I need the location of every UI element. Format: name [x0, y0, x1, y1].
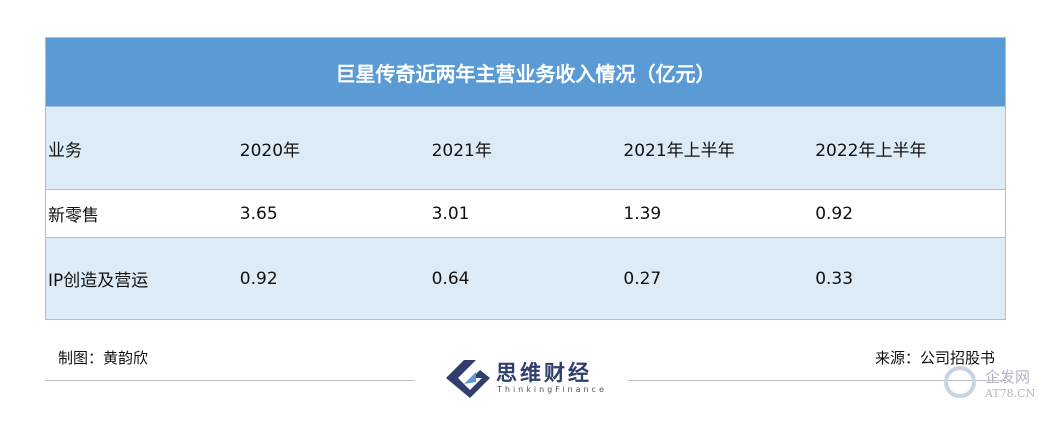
divider [45, 380, 415, 381]
source: 来源：公司招股书 [874, 349, 995, 367]
table: 巨星传奇近两年主营业务收入情况（亿元） 业务 2020年 2021年 2021年上半年… [45, 37, 1006, 320]
cell: 2021年上半年 [623, 140, 735, 161]
cell: 2021年 [431, 140, 492, 161]
author: 制图：黄韵欣 [58, 349, 149, 367]
cell: 0.27 [623, 268, 662, 289]
cell: 0.33 [815, 268, 854, 289]
cell: 3.65 [239, 203, 278, 224]
cell: 2020年 [239, 140, 301, 161]
watermark-name: 企发网 [985, 368, 1031, 386]
data-row: 新零售 3.65 3.01 1.39 0.92 [46, 189, 1005, 237]
header-row: 业务 2020年 2021年 2021年上半年 2022年上半年 [46, 106, 1005, 189]
cell: 0.92 [239, 268, 278, 289]
table-title: 巨星传奇近两年主营业务收入情况（亿元） [46, 38, 1005, 106]
logo-name: 思维财经 [496, 361, 592, 385]
cell: 3.01 [431, 203, 470, 224]
logo-icon [446, 360, 490, 398]
cell: 0.92 [815, 203, 854, 224]
cell: 业务 [48, 140, 82, 161]
watermark-url: AT78.CN [985, 387, 1036, 400]
logo-subtitle: ThinkingFinance [497, 385, 607, 394]
cell: 0.64 [431, 268, 470, 289]
watermark-icon [944, 366, 976, 398]
cell: 1.39 [623, 203, 662, 224]
cell: IP创造及营运 [48, 271, 149, 291]
cell: 2022年上半年 [815, 140, 927, 161]
data-row: IP创造及营运 0.92 0.64 0.27 0.33 [46, 237, 1005, 319]
divider [628, 380, 1006, 381]
cell: 新零售 [48, 206, 99, 226]
